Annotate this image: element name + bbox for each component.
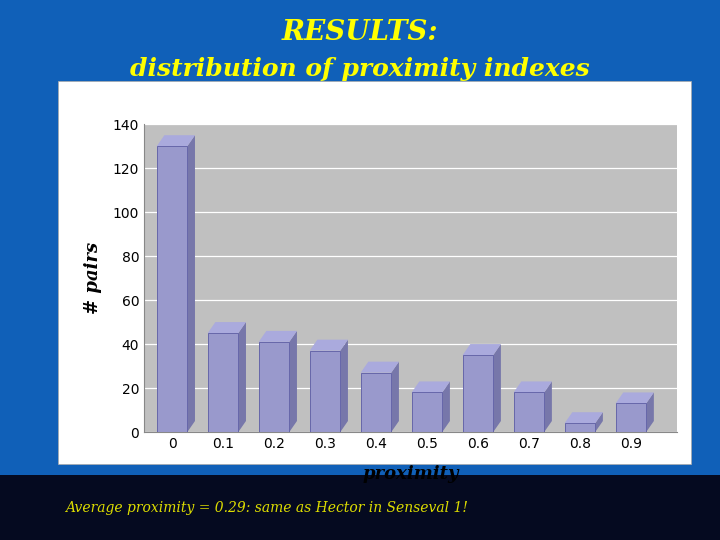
Polygon shape — [616, 393, 654, 403]
Polygon shape — [187, 135, 195, 432]
Text: distribution of proximity indexes: distribution of proximity indexes — [130, 57, 590, 80]
Bar — [616, 403, 647, 432]
X-axis label: proximity: proximity — [362, 465, 459, 483]
Y-axis label: # pairs: # pairs — [84, 242, 102, 314]
Polygon shape — [208, 322, 246, 333]
Text: RESULTS:: RESULTS: — [282, 19, 438, 46]
Bar — [463, 355, 493, 432]
Bar — [310, 350, 341, 432]
Polygon shape — [493, 344, 501, 432]
Polygon shape — [544, 381, 552, 432]
Polygon shape — [258, 331, 297, 342]
Bar — [412, 393, 442, 432]
Polygon shape — [647, 393, 654, 432]
Polygon shape — [289, 331, 297, 432]
Bar — [208, 333, 238, 432]
Polygon shape — [310, 340, 348, 350]
Bar — [513, 393, 544, 432]
Polygon shape — [463, 344, 501, 355]
Polygon shape — [564, 412, 603, 423]
Polygon shape — [341, 340, 348, 432]
Bar — [157, 146, 187, 432]
Polygon shape — [513, 381, 552, 393]
Bar — [258, 342, 289, 432]
Polygon shape — [391, 362, 399, 432]
Polygon shape — [442, 381, 450, 432]
Polygon shape — [238, 322, 246, 432]
Polygon shape — [361, 362, 399, 373]
Polygon shape — [595, 412, 603, 432]
Bar — [564, 423, 595, 432]
Polygon shape — [412, 381, 450, 393]
Text: Average proximity = 0.29: same as Hector in Senseval 1!: Average proximity = 0.29: same as Hector… — [65, 501, 468, 515]
Polygon shape — [157, 135, 195, 146]
Bar — [361, 373, 391, 432]
